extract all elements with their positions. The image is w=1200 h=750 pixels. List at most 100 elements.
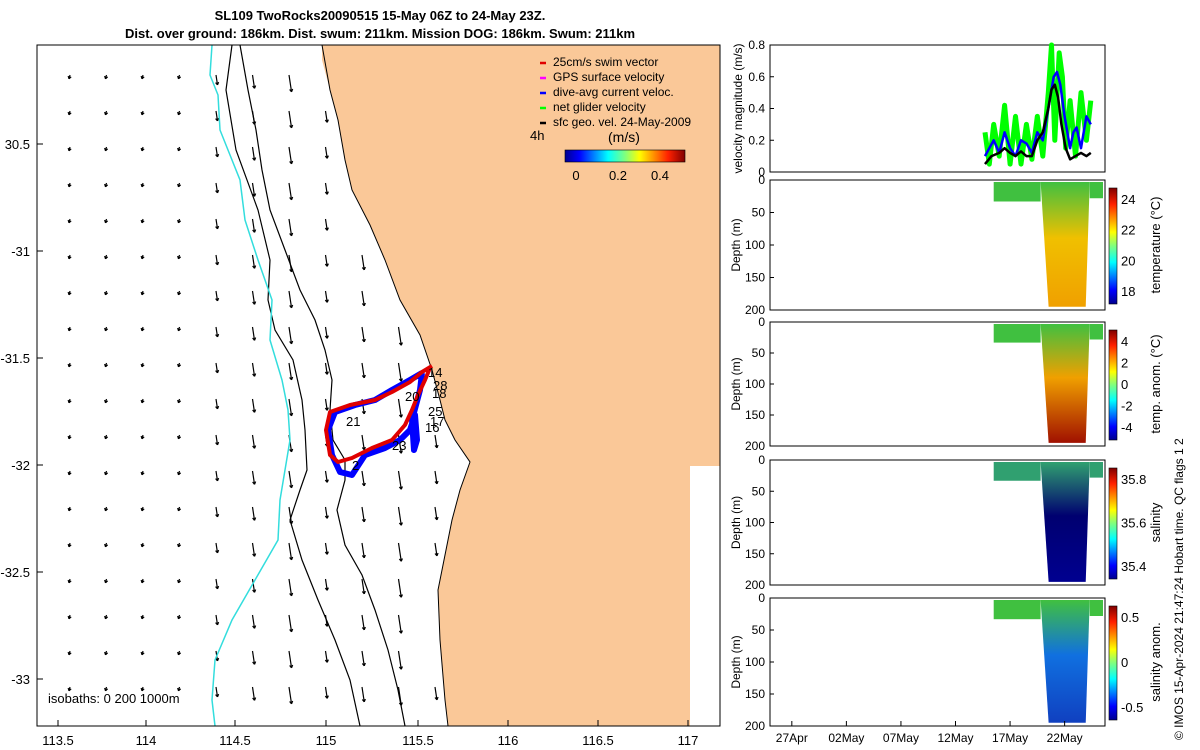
velocity-arrowhead [215, 513, 220, 518]
colorbar-tick: -4 [1121, 420, 1133, 435]
velocity-arrowhead [324, 155, 329, 159]
velocity-arrowhead [177, 687, 182, 692]
velocity-arrowhead [361, 698, 366, 703]
velocity-arrow [215, 578, 219, 589]
velocity-arrowhead [252, 553, 257, 557]
velocity-arrowhead [361, 518, 366, 523]
velocity-arrowhead [67, 75, 72, 80]
velocity-arrowhead [324, 479, 329, 483]
map-y-tick-label: -31 [11, 244, 30, 259]
colorbar-tick: 35.8 [1121, 472, 1146, 487]
velocity-arrowhead [67, 579, 72, 584]
depth-axis-label: Depth (m) [729, 635, 743, 688]
depth-tick: 50 [752, 623, 766, 637]
figure-title-line2: Dist. over ground: 186km. Dist. swum: 21… [124, 26, 636, 41]
velocity-arrowhead [177, 363, 182, 368]
velocity-arrow [251, 326, 256, 341]
map-x-tick-label: 116.5 [582, 733, 614, 748]
shelf-section [1089, 462, 1103, 478]
velocity-arrowhead [398, 450, 403, 454]
colorbar-tick: 0.5 [1121, 610, 1139, 625]
velocity-arrowhead [361, 590, 366, 595]
velocity-arrowhead [177, 147, 182, 152]
legend-label: net glider velocity [553, 100, 646, 114]
velocity-arrow [397, 578, 402, 598]
velocity-arrow [324, 650, 328, 663]
velocity-series-line [982, 42, 1094, 167]
velocity-arrowhead [104, 327, 109, 332]
velocity-arrow [434, 542, 438, 556]
colorbar-tick: 20 [1121, 253, 1135, 268]
velocity-arrow [288, 110, 293, 128]
velocity-arrowhead [398, 486, 403, 490]
legend-label: dive-avg current veloc. [553, 85, 674, 99]
velocity-arrowhead [252, 409, 257, 413]
profile-panel: 0 50 100 150 200 Depth (m) 4 2 0 -2 -4 temp. anom. … [729, 315, 1163, 453]
velocity-arrowhead [434, 516, 439, 521]
velocity-arrow [361, 506, 365, 522]
velocity-arrowhead [361, 410, 366, 415]
velocity-y-tick: 0.4 [748, 102, 765, 116]
depth-tick: 0 [758, 173, 765, 187]
velocity-arrow [251, 470, 256, 485]
velocity-arrow [288, 470, 293, 488]
deep-section [1040, 324, 1090, 443]
shelf-section [1089, 600, 1103, 616]
colorbar-tick: 0 [1121, 655, 1128, 670]
colorbar-tick: 0 [572, 168, 579, 183]
profile-colorbar [1108, 605, 1118, 721]
velocity-arrowhead [215, 621, 220, 626]
velocity-arrowhead [252, 589, 257, 593]
velocity-arrow [251, 542, 256, 557]
velocity-arrowhead [215, 441, 220, 446]
depth-tick: 50 [752, 346, 766, 360]
velocity-arrow [215, 362, 219, 373]
deep-section [1040, 462, 1090, 582]
velocity-arrowhead [252, 661, 257, 665]
profile-panel: 0 50 100 150 200 Depth (m) 0.5 0 -0.5 salinity an… [729, 591, 1163, 733]
velocity-arrowhead [104, 507, 109, 512]
velocity-arrow [215, 398, 219, 409]
velocity-arrowhead [289, 304, 294, 309]
velocity-arrowhead [104, 579, 109, 584]
velocity-arrowhead [140, 687, 145, 692]
velocity-arrowhead [361, 446, 366, 451]
surface-velocity-field [67, 74, 439, 706]
velocity-arrowhead [215, 549, 220, 554]
velocity-arrowhead [67, 543, 72, 548]
colorbar-tick: 0.4 [651, 168, 669, 183]
day-label: 25 [428, 404, 442, 419]
velocity-arrowhead [289, 448, 294, 453]
velocity-arrow [251, 434, 256, 449]
day-label: 23 [392, 438, 406, 453]
velocity-arrowhead [398, 630, 403, 634]
velocity-arrowhead [67, 147, 72, 152]
day-label: 28 [433, 378, 447, 393]
velocity-arrow [397, 542, 402, 562]
velocity-arrow [288, 614, 293, 632]
velocity-arrow [324, 470, 328, 483]
velocity-arrowhead [140, 75, 145, 80]
velocity-arrowhead [104, 651, 109, 656]
velocity-arrowhead [67, 219, 72, 224]
isobath-0m-cyan [209, 44, 291, 727]
velocity-arrowhead [252, 445, 257, 449]
velocity-arrowhead [177, 291, 182, 296]
velocity-arrowhead [252, 229, 257, 233]
map-x-tick-label: 115.5 [402, 733, 434, 748]
velocity-arrowhead [215, 189, 220, 194]
velocity-arrowhead [215, 369, 220, 374]
map-x-tick-label: 114 [136, 733, 157, 748]
velocity-arrowhead [324, 263, 329, 267]
velocity-arrow [215, 182, 219, 193]
velocity-arrow [397, 470, 402, 490]
velocity-arrowhead [104, 543, 109, 548]
velocity-arrow [434, 470, 438, 484]
velocity-arrowhead [140, 183, 145, 188]
velocity-arrowhead [104, 75, 109, 80]
velocity-arrowhead [67, 327, 72, 332]
velocity-arrowhead [140, 327, 145, 332]
velocity-arrowhead [398, 378, 403, 382]
